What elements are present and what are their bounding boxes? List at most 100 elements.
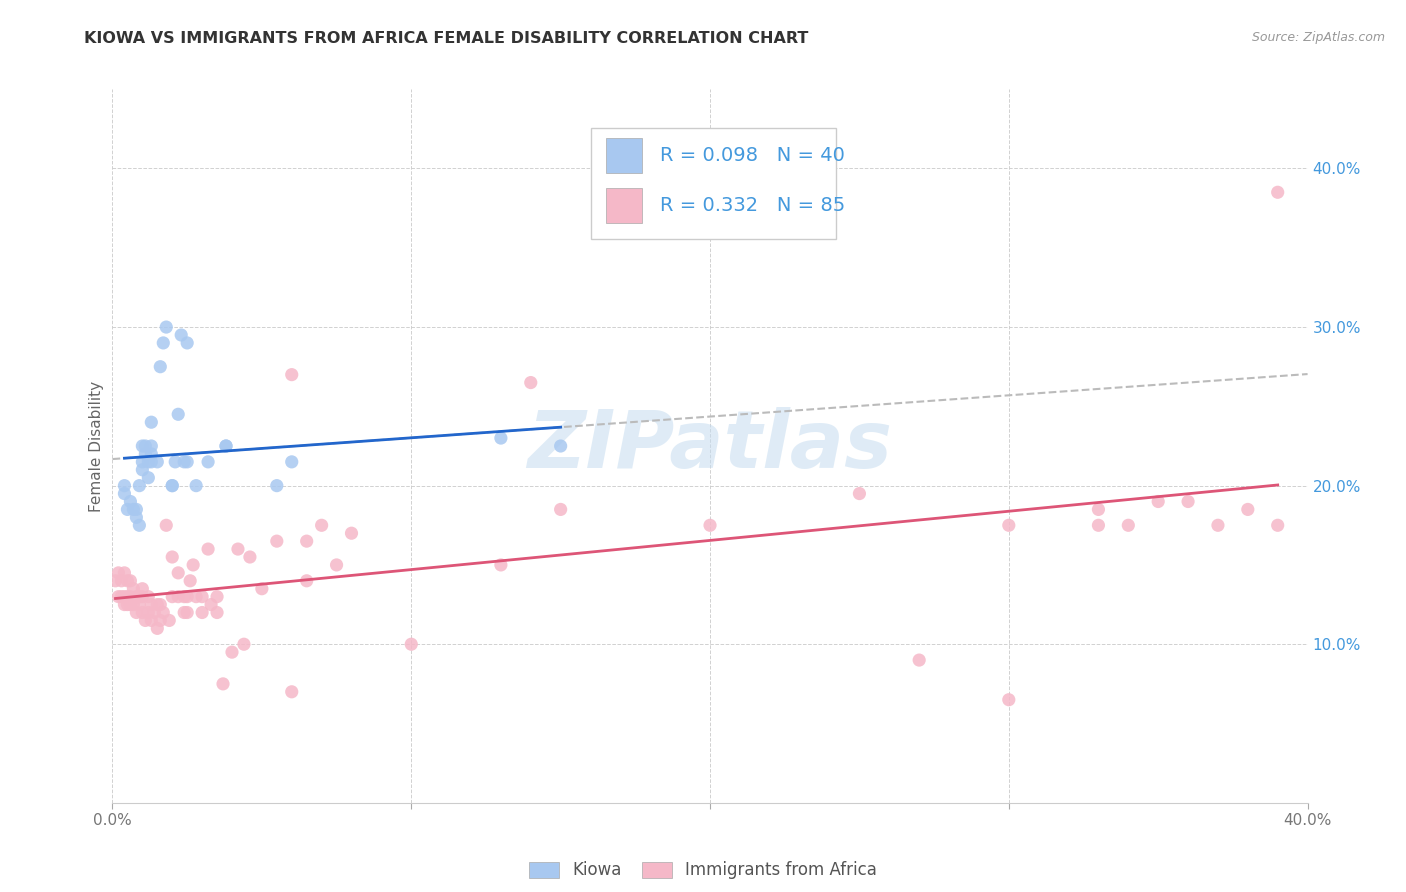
- Point: [176, 590, 198, 604]
- Point: [1206, 518, 1229, 533]
- Point: [122, 502, 145, 516]
- Point: [1087, 518, 1109, 533]
- Point: [197, 455, 219, 469]
- Point: [131, 590, 153, 604]
- Point: [1267, 518, 1289, 533]
- Point: [340, 526, 363, 541]
- Point: [110, 590, 132, 604]
- Legend: Kiowa, Immigrants from Africa: Kiowa, Immigrants from Africa: [529, 861, 877, 880]
- Point: [215, 439, 238, 453]
- Point: [200, 598, 222, 612]
- Point: [104, 574, 127, 588]
- Point: [152, 335, 174, 350]
- Point: [146, 455, 169, 469]
- Point: [146, 621, 169, 635]
- Point: [114, 590, 135, 604]
- Point: [128, 518, 150, 533]
- Point: [239, 549, 262, 564]
- Point: [489, 431, 512, 445]
- Point: [146, 598, 169, 612]
- Point: [401, 637, 423, 651]
- Point: [176, 455, 198, 469]
- Text: Source: ZipAtlas.com: Source: ZipAtlas.com: [1251, 31, 1385, 45]
- Point: [550, 502, 572, 516]
- Point: [128, 590, 150, 604]
- Point: [1087, 502, 1109, 516]
- Point: [114, 598, 135, 612]
- Point: [110, 574, 132, 588]
- Point: [179, 574, 201, 588]
- Point: [155, 320, 177, 334]
- Point: [143, 606, 166, 620]
- Point: [162, 478, 183, 492]
- Point: [141, 439, 163, 453]
- Point: [125, 502, 148, 516]
- Point: [141, 598, 163, 612]
- Point: [1267, 186, 1289, 200]
- Point: [131, 606, 153, 620]
- Point: [699, 518, 721, 533]
- Point: [266, 534, 288, 549]
- Point: [149, 359, 172, 374]
- Point: [167, 407, 190, 421]
- Point: [205, 590, 228, 604]
- Point: [520, 376, 543, 390]
- Point: [848, 486, 870, 500]
- Point: [908, 653, 931, 667]
- Point: [120, 494, 142, 508]
- Point: [117, 574, 139, 588]
- Point: [489, 558, 512, 572]
- Point: [173, 590, 195, 604]
- Point: [295, 574, 318, 588]
- Point: [173, 606, 195, 620]
- Point: [281, 685, 304, 699]
- Point: [138, 590, 160, 604]
- Point: [162, 590, 183, 604]
- Point: [311, 518, 333, 533]
- Point: [186, 478, 208, 492]
- Point: [125, 606, 148, 620]
- Point: [998, 692, 1021, 706]
- Point: [197, 542, 219, 557]
- FancyBboxPatch shape: [606, 137, 643, 173]
- Point: [120, 574, 142, 588]
- Point: [114, 486, 135, 500]
- Point: [141, 614, 163, 628]
- Point: [122, 582, 145, 596]
- Point: [138, 606, 160, 620]
- Point: [107, 590, 129, 604]
- Point: [176, 335, 198, 350]
- Text: R = 0.098   N = 40: R = 0.098 N = 40: [659, 146, 845, 165]
- Point: [1147, 494, 1170, 508]
- Point: [131, 582, 153, 596]
- Point: [134, 614, 156, 628]
- Point: [141, 447, 163, 461]
- Point: [141, 455, 163, 469]
- Text: KIOWA VS IMMIGRANTS FROM AFRICA FEMALE DISABILITY CORRELATION CHART: KIOWA VS IMMIGRANTS FROM AFRICA FEMALE D…: [84, 31, 808, 46]
- Point: [186, 590, 208, 604]
- Point: [1118, 518, 1140, 533]
- Point: [120, 598, 142, 612]
- Point: [114, 478, 135, 492]
- Point: [131, 463, 153, 477]
- Point: [157, 614, 180, 628]
- Point: [1237, 502, 1260, 516]
- Point: [155, 518, 177, 533]
- Point: [120, 590, 142, 604]
- Point: [226, 542, 249, 557]
- Point: [221, 645, 243, 659]
- Point: [149, 598, 172, 612]
- Point: [550, 439, 572, 453]
- Point: [117, 502, 139, 516]
- Point: [134, 439, 156, 453]
- Point: [165, 455, 187, 469]
- Point: [325, 558, 347, 572]
- Point: [125, 590, 148, 604]
- Point: [191, 606, 214, 620]
- Point: [191, 590, 214, 604]
- Point: [170, 328, 193, 343]
- FancyBboxPatch shape: [606, 187, 643, 223]
- Point: [295, 534, 318, 549]
- Point: [138, 471, 160, 485]
- Point: [266, 478, 288, 492]
